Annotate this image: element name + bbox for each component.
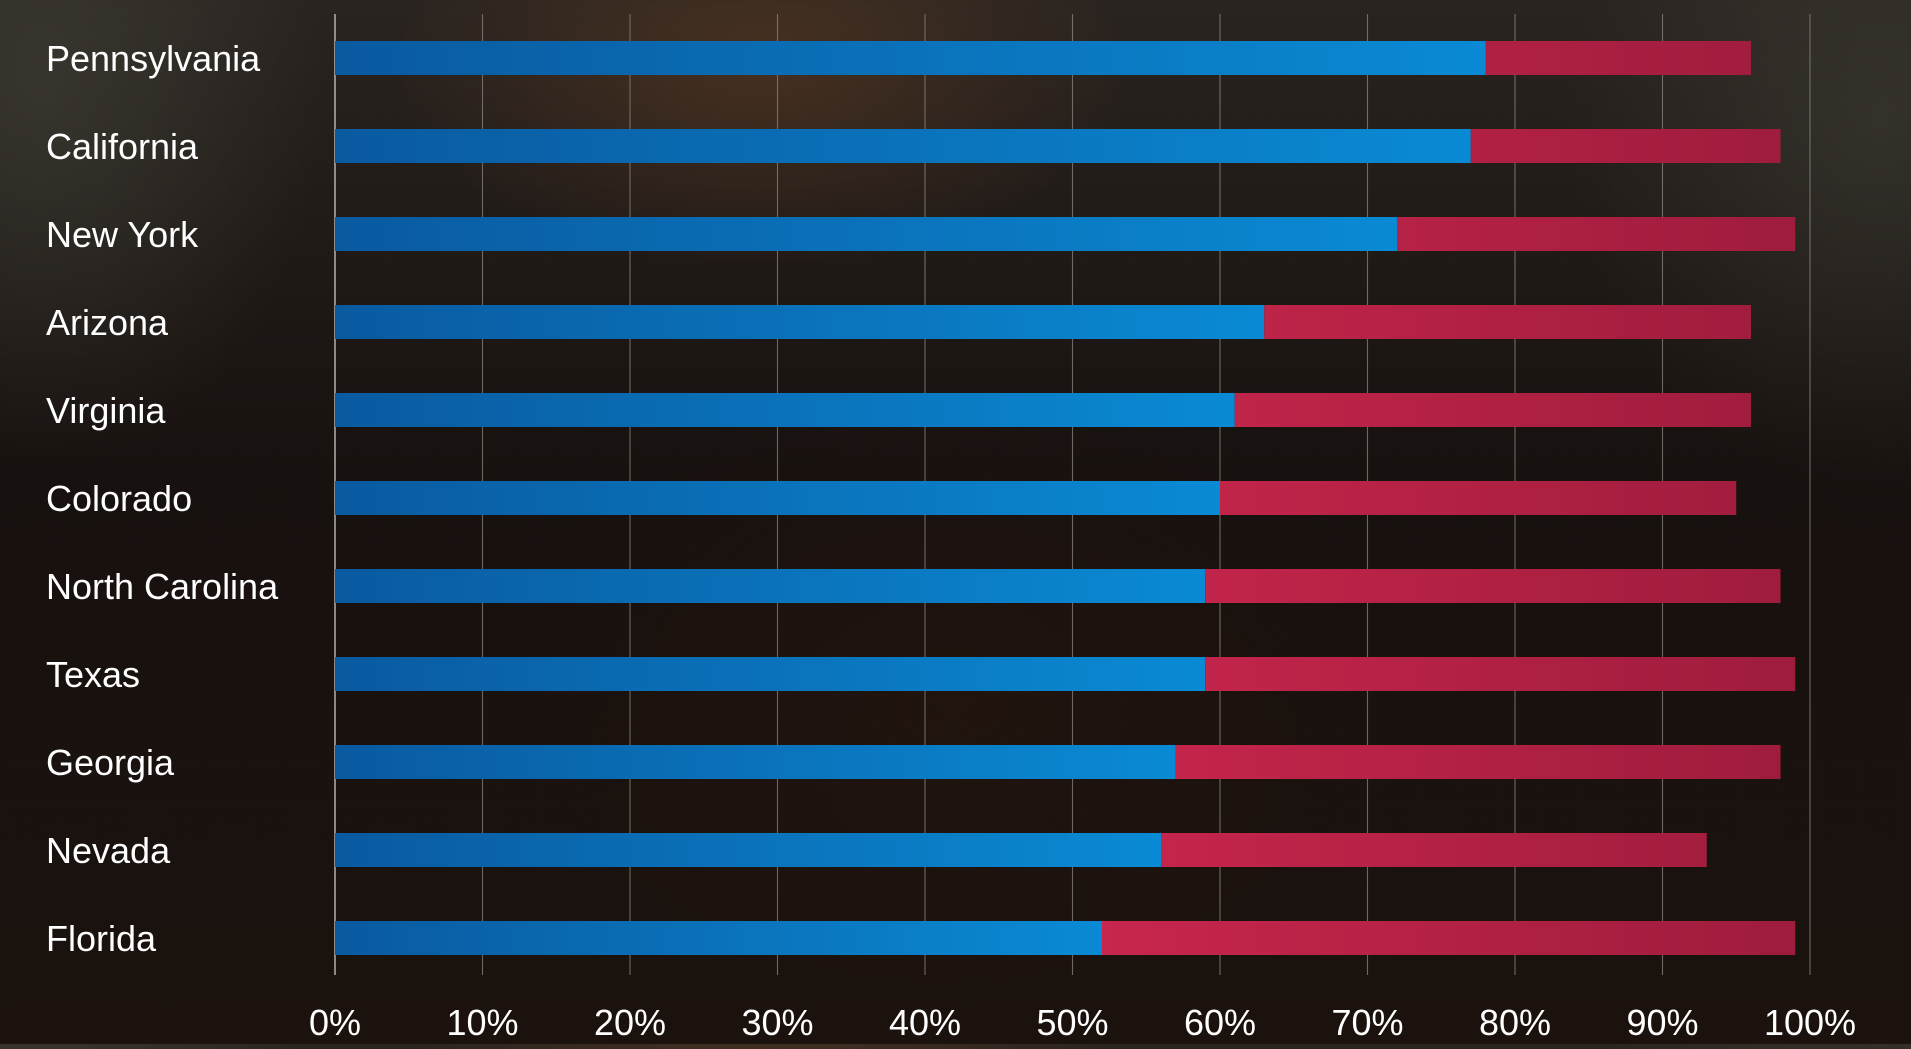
x-tick-label: 10% (446, 1002, 518, 1043)
x-tick-label: 60% (1184, 1002, 1256, 1043)
x-tick-label: 40% (889, 1002, 961, 1043)
bar-red-nevada (1161, 833, 1707, 867)
bar-red-texas (1205, 657, 1796, 691)
x-tick-label: 20% (594, 1002, 666, 1043)
bar-red-florida (1102, 921, 1796, 955)
bar-blue-arizona (335, 305, 1265, 339)
x-axis-tick-labels: 0% 10% 20% 30% 40% 50% 60% 70% 80% 90% 100% (309, 1002, 1856, 1043)
x-tick-label: 50% (1036, 1002, 1108, 1043)
category-label: North Carolina (46, 566, 279, 607)
bar-red-arizona (1264, 305, 1751, 339)
x-tick-label: 0% (309, 1002, 361, 1043)
bar-red-new-york (1397, 217, 1796, 251)
category-label: Nevada (46, 830, 171, 871)
bar-blue-new-york (335, 217, 1397, 251)
bar-blue-florida (335, 921, 1102, 955)
x-tick-label: 100% (1764, 1002, 1856, 1043)
category-label: New York (46, 214, 199, 255)
category-label: Pennsylvania (46, 38, 261, 79)
category-label: California (46, 126, 199, 167)
bar-red-north-carolina (1205, 569, 1781, 603)
x-tick-label: 30% (741, 1002, 813, 1043)
category-label: Virginia (46, 390, 166, 431)
x-tick-label: 80% (1479, 1002, 1551, 1043)
bar-blue-california (335, 129, 1471, 163)
x-tick-label: 90% (1626, 1002, 1698, 1043)
category-label: Florida (46, 918, 157, 959)
bar-red-colorado (1220, 481, 1737, 515)
category-label: Texas (46, 654, 140, 695)
bar-blue-virginia (335, 393, 1235, 427)
bar-blue-georgia (335, 745, 1176, 779)
bar-blue-nevada (335, 833, 1161, 867)
category-label: Georgia (46, 742, 175, 783)
bar-red-california (1470, 129, 1781, 163)
bar-blue-colorado (335, 481, 1220, 515)
bar-red-pennsylvania (1485, 41, 1751, 75)
category-label: Arizona (46, 302, 169, 343)
category-label: Colorado (46, 478, 192, 519)
bar-red-georgia (1175, 745, 1781, 779)
bar-blue-texas (335, 657, 1206, 691)
bar-series (335, 41, 1796, 955)
bar-blue-pennsylvania (335, 41, 1486, 75)
category-labels: Pennsylvania California New York Arizona Vir… (46, 38, 279, 959)
x-tick-label: 70% (1331, 1002, 1403, 1043)
bar-blue-north-carolina (335, 569, 1206, 603)
bar-red-virginia (1234, 393, 1751, 427)
